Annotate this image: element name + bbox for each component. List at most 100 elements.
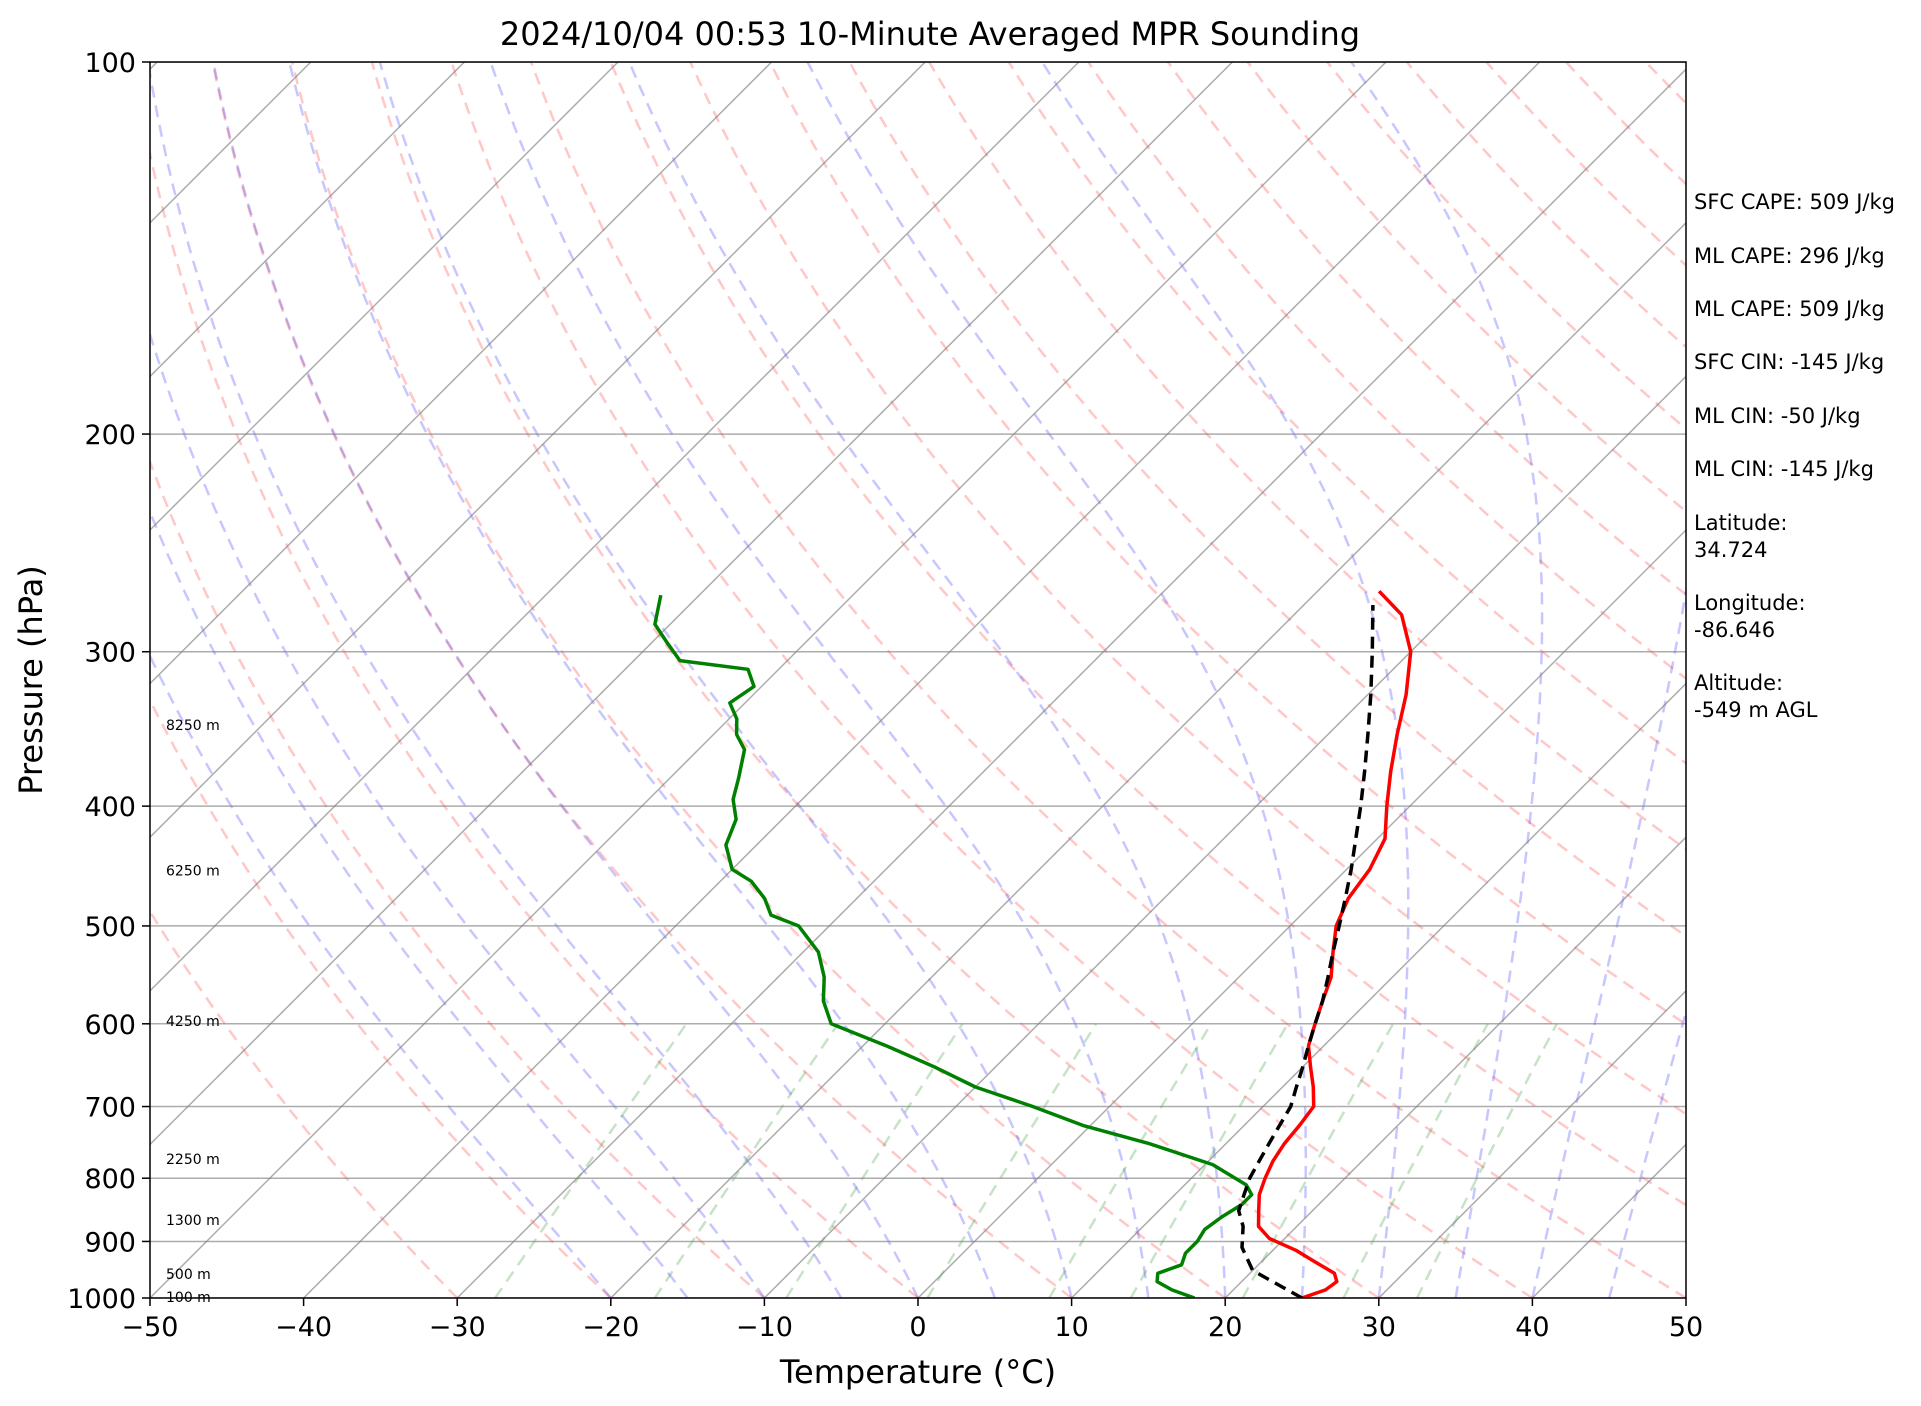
height-label: 8250 m <box>166 718 220 734</box>
x-tick-label: 0 <box>909 1312 926 1343</box>
x-tick-label: −20 <box>582 1312 639 1343</box>
dry-adiabat <box>1007 62 1686 765</box>
dry-adiabat <box>529 62 1686 1298</box>
moist-adiabat <box>288 62 996 1298</box>
isotherm <box>456 68 1686 1298</box>
x-tick-label: 30 <box>1362 1312 1396 1343</box>
x-tick-label: −40 <box>275 1312 332 1343</box>
y-axis-ticks: 1000 900 800 700 600 500 400 300 200 100 <box>67 48 150 1315</box>
moist-adiabat <box>1531 584 1686 1298</box>
info-line: Latitude: <box>1694 511 1788 535</box>
mixing-ratio-line <box>1129 1023 1289 1298</box>
height-label: 1300 m <box>166 1213 220 1229</box>
moist-adiabat <box>1607 1007 1686 1298</box>
moist-adiabat <box>489 62 1150 1298</box>
x-tick-label: −50 <box>122 1312 179 1343</box>
dry-adiabat <box>848 62 1686 938</box>
x-tick-label: 20 <box>1208 1312 1242 1343</box>
y-tick-label: 400 <box>84 792 136 823</box>
isotherm <box>1071 682 1686 1298</box>
dry-adiabat <box>211 62 1073 1298</box>
y-tick-label: 1000 <box>67 1284 136 1315</box>
height-label: 100 m <box>166 1290 211 1306</box>
moist-adiabat <box>806 62 1308 1298</box>
info-line: ML CIN: -145 J/kg <box>1694 457 1874 481</box>
dry-adiabat <box>768 62 1686 1026</box>
grid-lines <box>150 62 1686 1298</box>
moist-adiabat <box>1350 62 1544 1298</box>
dry-adiabat <box>609 62 1686 1207</box>
y-axis-label: Pressure (hPa) <box>12 565 50 795</box>
dry-adiabat <box>370 62 1380 1298</box>
dry-adiabat <box>928 62 1686 851</box>
isotherm <box>150 62 1080 992</box>
isotherm <box>150 62 1233 1146</box>
y-tick-label: 200 <box>84 420 136 451</box>
moist-adiabat <box>1041 62 1410 1298</box>
isotherm <box>610 221 1686 1298</box>
isotherm <box>303 62 1541 1298</box>
isotherm <box>763 375 1686 1298</box>
temperature-line <box>1256 589 1413 1298</box>
info-line: SFC CAPE: 509 J/kg <box>1694 190 1895 214</box>
mixing-ratio-line <box>653 1023 840 1298</box>
mixing-ratio-line <box>785 1023 964 1298</box>
moist-adiabat <box>150 66 843 1298</box>
y-tick-label: 600 <box>84 1010 136 1041</box>
dry-adiabat <box>150 147 919 1298</box>
dry-adiabat <box>150 697 612 1298</box>
moist-adiabat <box>212 62 920 1298</box>
isotherm <box>150 62 773 685</box>
dry-adiabat <box>290 62 1226 1298</box>
mixing-ratio-line <box>1048 1023 1213 1298</box>
isotherm <box>150 62 465 378</box>
y-tick-label: 700 <box>84 1093 136 1124</box>
isotherm <box>150 62 926 839</box>
y-tick-label: 300 <box>84 638 136 669</box>
info-line: Longitude: <box>1694 591 1806 615</box>
isotherm <box>1224 836 1686 1298</box>
dewpoint-line <box>653 594 1254 1298</box>
height-label: 6250 m <box>166 864 220 880</box>
mixing-ratio-line <box>926 1023 1098 1298</box>
x-axis-ticks: −50 −40 −30 −20 −10 0 10 20 30 40 50 <box>122 1298 1703 1343</box>
chart-title: 2024/10/04 00:53 10-Minute Averaged MPR … <box>500 15 1360 53</box>
x-tick-label: −30 <box>429 1312 486 1343</box>
height-labels: 100 m 500 m 1300 m 2250 m 4250 m 6250 m 8250 m <box>166 718 220 1306</box>
dry-adiabat <box>689 62 1686 1116</box>
dry-adiabat <box>150 458 766 1298</box>
moist-adiabat <box>378 62 1073 1298</box>
dry-adiabat <box>1405 62 1686 349</box>
x-tick-label: −10 <box>736 1312 793 1343</box>
y-tick-label: 800 <box>84 1164 136 1195</box>
height-label: 4250 m <box>166 1014 220 1030</box>
isotherm <box>150 62 619 532</box>
dry-adiabat <box>1087 62 1686 681</box>
isotherm <box>1378 989 1686 1298</box>
mixing-ratio-line <box>1241 1023 1395 1298</box>
mixing-ratio-line <box>1342 1023 1489 1298</box>
info-line: 34.724 <box>1694 538 1767 562</box>
info-line: SFC CIN: -145 J/kg <box>1694 350 1884 374</box>
moist-adiabat <box>628 62 1227 1298</box>
dry-adiabat <box>1326 62 1686 431</box>
isotherm <box>917 528 1686 1298</box>
y-tick-label: 500 <box>84 912 136 943</box>
background-lines <box>150 62 1686 1298</box>
info-line: Altitude: <box>1694 671 1783 695</box>
info-line: -549 m AGL <box>1694 698 1818 722</box>
isotherm <box>150 62 1387 1298</box>
info-line: ML CAPE: 296 J/kg <box>1694 244 1885 268</box>
height-label: 500 m <box>166 1267 211 1283</box>
info-panel: SFC CAPE: 509 J/kg ML CAPE: 296 J/kg ML CA… <box>1694 190 1895 722</box>
mixing-ratio-line <box>1415 1023 1558 1298</box>
info-line: -86.646 <box>1694 618 1775 642</box>
height-label: 2250 m <box>166 1152 220 1168</box>
y-tick-label: 100 <box>84 48 136 79</box>
info-line: ML CAPE: 509 J/kg <box>1694 297 1885 321</box>
x-axis-label: Temperature (°C) <box>779 1353 1056 1391</box>
x-tick-label: 50 <box>1669 1312 1703 1343</box>
moist-adiabat <box>150 330 766 1298</box>
x-tick-label: 10 <box>1054 1312 1088 1343</box>
